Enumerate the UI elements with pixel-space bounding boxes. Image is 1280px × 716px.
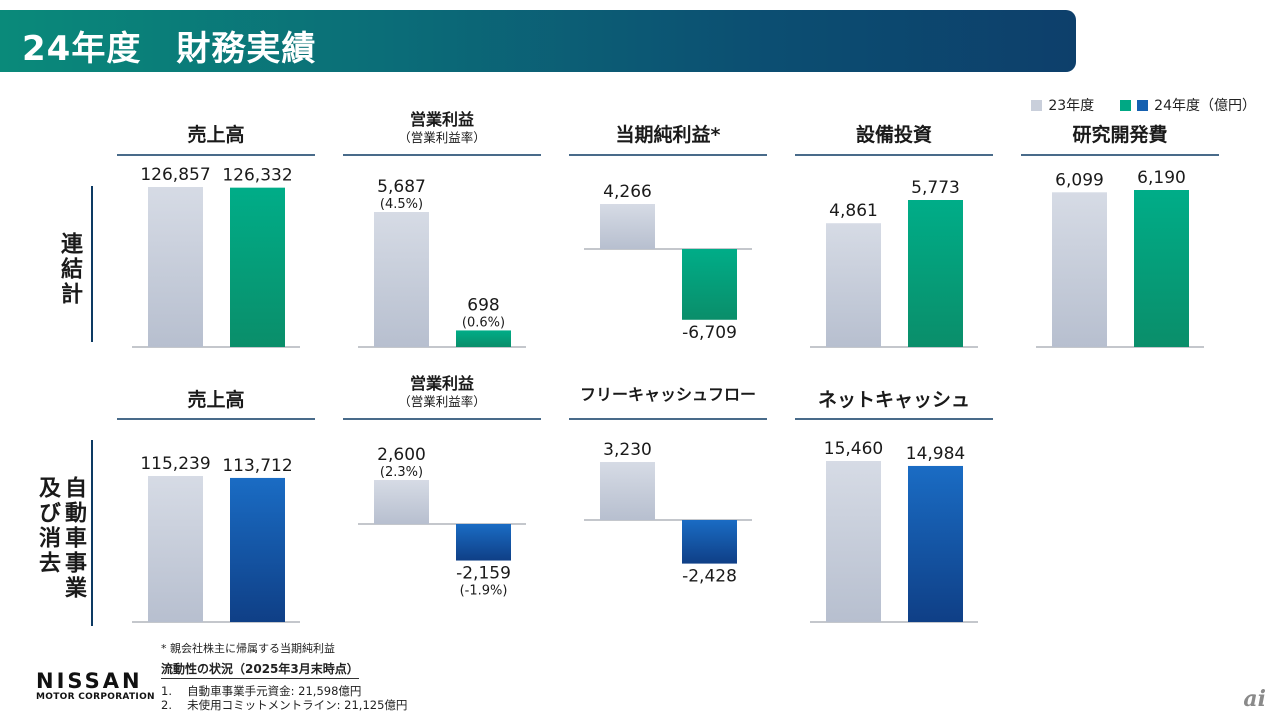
bar [230, 187, 285, 347]
data-sublabel: (0.6%) [462, 315, 505, 330]
bar [1052, 192, 1107, 347]
row-divider-consolidated [91, 186, 93, 342]
chart-title: 売上高 [187, 388, 244, 411]
chart-subtitle: （営業利益率） [398, 130, 486, 145]
bar [908, 465, 963, 622]
chart-panel: 研究開発費 6,099 6,190 [1021, 123, 1219, 348]
chart-title: 研究開発費 [1072, 123, 1167, 146]
chart-panel: 営業利益（営業利益率） 5,687(4.5%) 698(0.6%) [343, 110, 541, 348]
chart-panel: 売上高 115,239 113,712 [117, 388, 315, 623]
data-label: -2,428 [682, 567, 737, 587]
bar [456, 524, 511, 561]
bar [826, 223, 881, 347]
chart-title: ネットキャッシュ [818, 389, 970, 411]
data-label: 126,857 [140, 165, 210, 185]
data-label: 2,600 [377, 445, 426, 465]
chart-panel: 営業利益（営業利益率） 2,600(2.3%) -2,159(-1.9%) [343, 374, 541, 599]
liquidity-item: 1. 自動車事業手元資金: 21,598億円 [161, 684, 362, 698]
legend-swatch-fy24-green [1120, 99, 1132, 111]
title-banner: 24年度 財務実績 [0, 10, 1076, 72]
bar [148, 476, 203, 622]
bar [600, 462, 655, 520]
row-label-auto: 自動車事業 及び消去 [35, 476, 86, 601]
data-label: 6,190 [1137, 168, 1186, 188]
chart-panel: 売上高 126,857 126,332 [117, 123, 315, 348]
row-divider-auto [91, 440, 93, 626]
chart-title: 設備投資 [856, 123, 932, 146]
chart-title: フリーキャッシュフロー [580, 385, 756, 404]
data-sublabel: (-1.9%) [460, 584, 508, 599]
data-label: 113,712 [222, 456, 292, 476]
bar [456, 330, 511, 347]
data-label: -2,159 [456, 564, 511, 584]
liquidity-item: 2. 未使用コミットメントライン: 21,125億円 [161, 698, 408, 712]
bar [230, 477, 285, 622]
legend-swatch-fy24-blue [1137, 99, 1149, 111]
data-label: 126,332 [222, 166, 292, 186]
bar [600, 204, 655, 249]
legend-label-fy23: 23年度 [1048, 98, 1095, 114]
data-label: 6,099 [1055, 170, 1104, 190]
chart-subtitle: （営業利益率） [398, 394, 486, 409]
legend: 23年度 24年度（億円） [1031, 95, 1256, 115]
bar [682, 520, 737, 564]
logo-main: NISSAN [36, 669, 143, 693]
data-sublabel: (2.3%) [380, 465, 423, 480]
data-label: 14,984 [906, 444, 965, 464]
watermark: ai [1243, 686, 1266, 712]
bar [826, 461, 881, 622]
data-label: 3,230 [603, 440, 652, 460]
page-title: 24年度 財務実績 [22, 29, 317, 69]
chart-panel: ネットキャッシュ 15,460 14,984 [795, 389, 993, 623]
chart-title: 営業利益 [410, 374, 474, 393]
chart-panel: フリーキャッシュフロー 3,230 -2,428 [569, 385, 767, 587]
data-label: 15,460 [824, 439, 883, 459]
nissan-logo: NISSAN MOTOR CORPORATION [36, 670, 155, 702]
logo-sub: MOTOR CORPORATION [36, 692, 155, 702]
chart-title: 当期純利益* [616, 123, 721, 146]
legend-label-fy24: 24年度（億円） [1154, 98, 1256, 114]
legend-swatch-fy23 [1031, 99, 1043, 111]
bar [148, 187, 203, 347]
data-sublabel: (4.5%) [380, 197, 423, 212]
chart-panel: 当期純利益* 4,266 -6,709 [569, 123, 767, 343]
bar [682, 249, 737, 320]
data-label: 115,239 [140, 454, 210, 474]
data-label: 698 [467, 295, 499, 315]
data-label: -6,709 [682, 323, 737, 343]
data-label: 4,861 [829, 201, 878, 221]
chart-title: 売上高 [187, 123, 244, 146]
data-label: 4,266 [603, 182, 652, 202]
bar [908, 200, 963, 347]
footnote: * 親会社株主に帰属する当期純利益 [161, 642, 335, 655]
bar [374, 480, 429, 524]
data-label: 5,773 [911, 178, 960, 198]
bar [1134, 190, 1189, 347]
liquidity-title: 流動性の状況（2025年3月末時点） [161, 660, 359, 679]
data-label: 5,687 [377, 177, 426, 197]
bar [374, 212, 429, 347]
chart-title: 営業利益 [410, 110, 474, 129]
chart-panel: 設備投資 4,861 5,773 [795, 123, 993, 348]
row-label-consolidated: 連結計 [57, 232, 82, 307]
